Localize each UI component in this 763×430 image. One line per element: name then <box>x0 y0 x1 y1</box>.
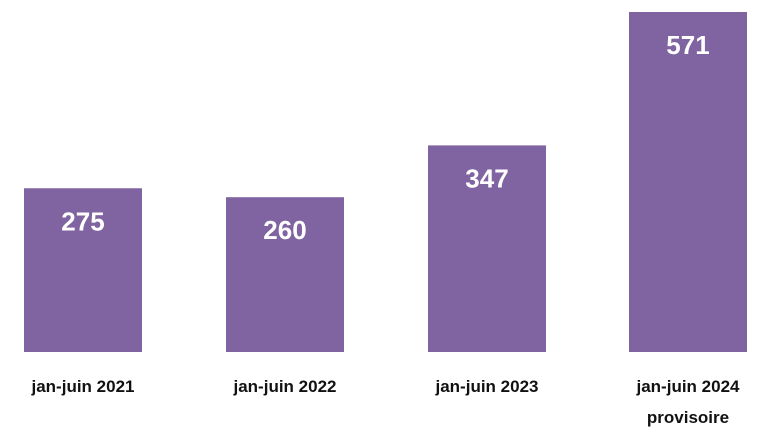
bar-value-label-0: 275 <box>61 206 104 236</box>
bar-1 <box>226 197 344 352</box>
category-label-0: jan-juin 2021 <box>31 377 135 396</box>
bar-value-label-2: 347 <box>465 163 508 193</box>
bar-0 <box>24 188 142 352</box>
value-labels-group: 275 260 347 571 <box>61 30 709 245</box>
bar-3 <box>629 12 747 352</box>
bars-group <box>24 12 747 352</box>
category-label-3-line-2: provisoire <box>647 408 729 427</box>
bar-value-label-3: 571 <box>666 30 709 60</box>
bar-2 <box>428 145 546 352</box>
category-label-1: jan-juin 2022 <box>233 377 337 396</box>
category-label-2: jan-juin 2023 <box>435 377 539 396</box>
bar-value-label-1: 260 <box>263 215 306 245</box>
category-labels-group: jan-juin 2021 jan-juin 2022 jan-juin 2023 j… <box>31 377 741 427</box>
category-label-3: jan-juin 2024 <box>636 377 741 396</box>
